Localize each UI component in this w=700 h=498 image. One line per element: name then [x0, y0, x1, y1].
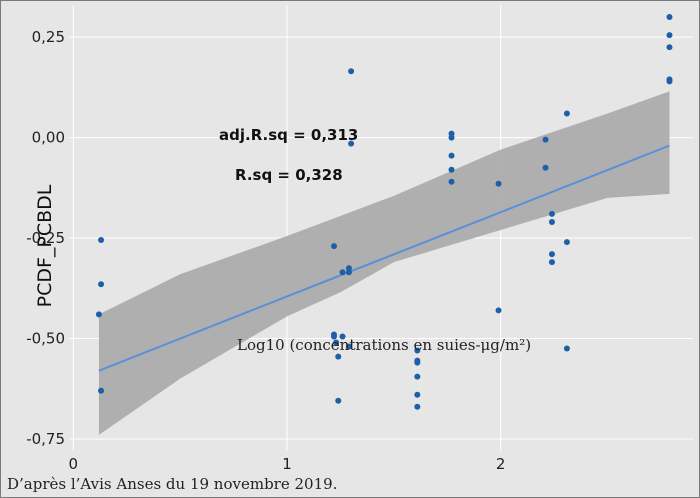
confidence-band-layer [98, 91, 670, 435]
data-point [333, 339, 340, 346]
data-point [548, 251, 555, 258]
data-point [98, 387, 105, 394]
points-layer [95, 14, 673, 410]
data-point [563, 110, 570, 117]
data-point [414, 359, 421, 366]
data-point [335, 353, 342, 360]
data-point [98, 237, 105, 244]
data-point [345, 343, 352, 350]
confidence-band [98, 91, 670, 435]
data-point [548, 218, 555, 225]
data-point [495, 180, 502, 187]
data-point [330, 333, 337, 340]
data-point [448, 178, 455, 185]
data-point [448, 166, 455, 173]
data-point [563, 345, 570, 352]
fit-line-layer [98, 144, 670, 372]
source-note: D’après l’Avis Anses du 19 novembre 2019… [7, 475, 338, 493]
data-point [414, 391, 421, 398]
data-point [414, 373, 421, 380]
data-point [348, 68, 355, 75]
scatter-chart: 0,25 0,00 -0,25 -0,50 -0,750 1 2 adj.R.sq = 0,… [26, 5, 693, 471]
y-tick-label: 0,00 [32, 129, 65, 147]
data-point [98, 281, 105, 288]
data-point [542, 164, 549, 171]
tick-labels: 0,25 0,00 -0,25 -0,50 -0,750 1 2 [26, 28, 505, 471]
x-tick-label: 0 [69, 455, 79, 471]
data-point [414, 347, 421, 354]
annotation-adj-rsq: adj.R.sq = 0,313 [219, 126, 358, 144]
data-point [548, 259, 555, 266]
y-axis-title: PCDF_PCBDL [34, 184, 56, 307]
regression-line [98, 144, 670, 372]
y-tick-label: -0,75 [26, 430, 65, 448]
data-point [448, 134, 455, 141]
x-axis-label: Log10 (concentrations en suies-μg/m²) [237, 336, 531, 354]
data-point [330, 243, 337, 250]
data-point [448, 152, 455, 159]
y-tick-label: 0,25 [32, 28, 65, 46]
x-tick-label: 2 [496, 455, 506, 471]
data-point [542, 136, 549, 143]
x-tick-label: 1 [282, 455, 292, 471]
data-point [563, 239, 570, 246]
data-point [345, 269, 352, 276]
data-point [95, 311, 102, 318]
data-point [348, 140, 355, 147]
data-point [339, 269, 346, 276]
annotation-rsq: R.sq = 0,328 [235, 166, 343, 184]
data-point [335, 397, 342, 404]
data-point [495, 307, 502, 314]
data-point [666, 32, 673, 39]
data-point [414, 403, 421, 410]
y-tick-label: -0,25 [26, 229, 65, 247]
data-point [666, 44, 673, 51]
data-point [339, 333, 346, 340]
data-point [666, 78, 673, 85]
data-point [666, 14, 673, 21]
y-tick-label: -0,50 [26, 329, 65, 347]
data-point [548, 210, 555, 217]
